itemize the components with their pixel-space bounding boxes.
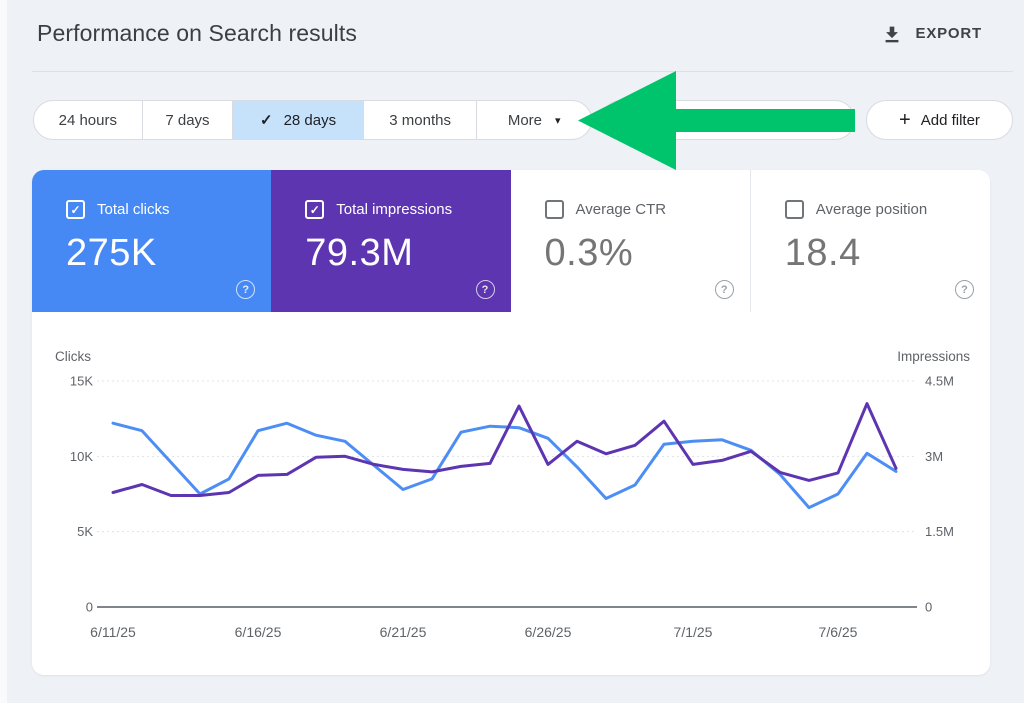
date-range-tabs: 24 hours 7 days ✓ 28 days 3 months More ▾ xyxy=(33,100,592,140)
chevron-down-icon: ▾ xyxy=(555,114,561,127)
tab-3-months[interactable]: 3 months xyxy=(362,101,477,139)
svg-text:3M: 3M xyxy=(925,449,943,464)
tab-label: 7 days xyxy=(165,111,210,129)
checkmark-icon: ✓ xyxy=(259,112,273,129)
svg-text:0: 0 xyxy=(925,600,932,615)
metric-label: Average CTR xyxy=(575,201,667,218)
metric-value: 0.3% xyxy=(544,232,634,274)
svg-text:7/6/25: 7/6/25 xyxy=(819,624,858,640)
export-label: EXPORT xyxy=(915,25,982,42)
performance-card: ✓ Total clicks 275K? ✓ Total impressions 79.3… xyxy=(32,170,990,675)
tab-7-days[interactable]: 7 days xyxy=(141,101,233,139)
checkbox-unchecked[interactable] xyxy=(544,200,564,219)
download-icon xyxy=(881,23,903,45)
svg-text:1.5M: 1.5M xyxy=(925,524,954,539)
metric-card-total-clicks[interactable]: ✓ Total clicks 275K? xyxy=(32,170,272,312)
metric-value: 79.3M xyxy=(305,232,414,274)
tab-label: 28 days xyxy=(283,111,337,129)
tab-label: 3 months xyxy=(389,111,451,129)
checkbox-checked[interactable]: ✓ xyxy=(305,200,325,219)
metric-label: Total impressions xyxy=(336,201,453,218)
metric-card-average-ctr[interactable]: Average CTR 0.3%? xyxy=(510,170,750,312)
add-filter-label: Add filter xyxy=(920,111,980,129)
svg-text:6/26/25: 6/26/25 xyxy=(525,624,572,640)
metric-label-row: Average position xyxy=(784,200,990,219)
help-icon[interactable]: ? xyxy=(475,280,495,299)
metric-label-row: ✓ Total clicks xyxy=(66,200,271,219)
svg-text:6/16/25: 6/16/25 xyxy=(235,624,282,640)
clicks-impressions-line-chart: 0 5K 10K 15K 0 1.5M 3M 4.5M Clicks Impressions 6/1… xyxy=(55,349,970,640)
performance-chart: 0 5K 10K 15K 0 1.5M 3M 4.5M Clicks Impressions 6/1… xyxy=(32,312,990,675)
header: Performance on Search results EXPORT xyxy=(37,20,982,47)
metric-cards-row: ✓ Total clicks 275K? ✓ Total impressions 79.3… xyxy=(32,170,990,312)
export-button[interactable]: EXPORT xyxy=(881,23,982,45)
page-left-edge xyxy=(0,0,7,703)
svg-text:7/1/25: 7/1/25 xyxy=(674,624,713,640)
tab-more[interactable]: More ▾ xyxy=(476,101,591,139)
svg-text:6/11/25: 6/11/25 xyxy=(90,624,136,640)
svg-text:5K: 5K xyxy=(77,524,93,539)
help-icon[interactable]: ? xyxy=(714,280,734,299)
tab-label: 24 hours xyxy=(58,111,117,129)
tab-24-hours[interactable]: 24 hours xyxy=(34,101,142,139)
svg-text:0: 0 xyxy=(86,600,93,615)
help-icon[interactable]: ? xyxy=(955,280,974,299)
tab-label: More xyxy=(507,111,543,129)
header-divider xyxy=(32,71,1013,72)
metric-label: Total clicks xyxy=(97,201,170,218)
filter-query-bar[interactable] xyxy=(601,100,855,140)
svg-text:Impressions: Impressions xyxy=(897,349,970,364)
metric-value: 275K xyxy=(66,232,157,274)
svg-text:15K: 15K xyxy=(70,374,93,389)
checkbox-checked[interactable]: ✓ xyxy=(66,200,85,219)
page-title: Performance on Search results xyxy=(37,20,357,46)
svg-text:10K: 10K xyxy=(70,449,93,464)
svg-text:Clicks: Clicks xyxy=(55,349,91,364)
svg-text:6/21/25: 6/21/25 xyxy=(380,624,427,640)
svg-text:4.5M: 4.5M xyxy=(925,374,954,389)
metric-card-average-position[interactable]: Average position 18.4? xyxy=(749,170,990,312)
metric-value: 18.4 xyxy=(784,232,861,274)
metric-label: Average position xyxy=(815,201,928,218)
plus-icon: + xyxy=(899,109,911,131)
metric-label-row: Average CTR xyxy=(544,200,750,219)
help-icon[interactable]: ? xyxy=(236,280,256,299)
impressions-line xyxy=(111,402,898,497)
checkbox-unchecked[interactable] xyxy=(784,200,804,219)
metric-label-row: ✓ Total impressions xyxy=(305,200,510,219)
metric-card-total-impressions[interactable]: ✓ Total impressions 79.3M? xyxy=(271,170,511,312)
add-filter-button[interactable]: + Add filter xyxy=(866,100,1013,140)
tab-28-days[interactable]: ✓ 28 days xyxy=(232,101,363,139)
